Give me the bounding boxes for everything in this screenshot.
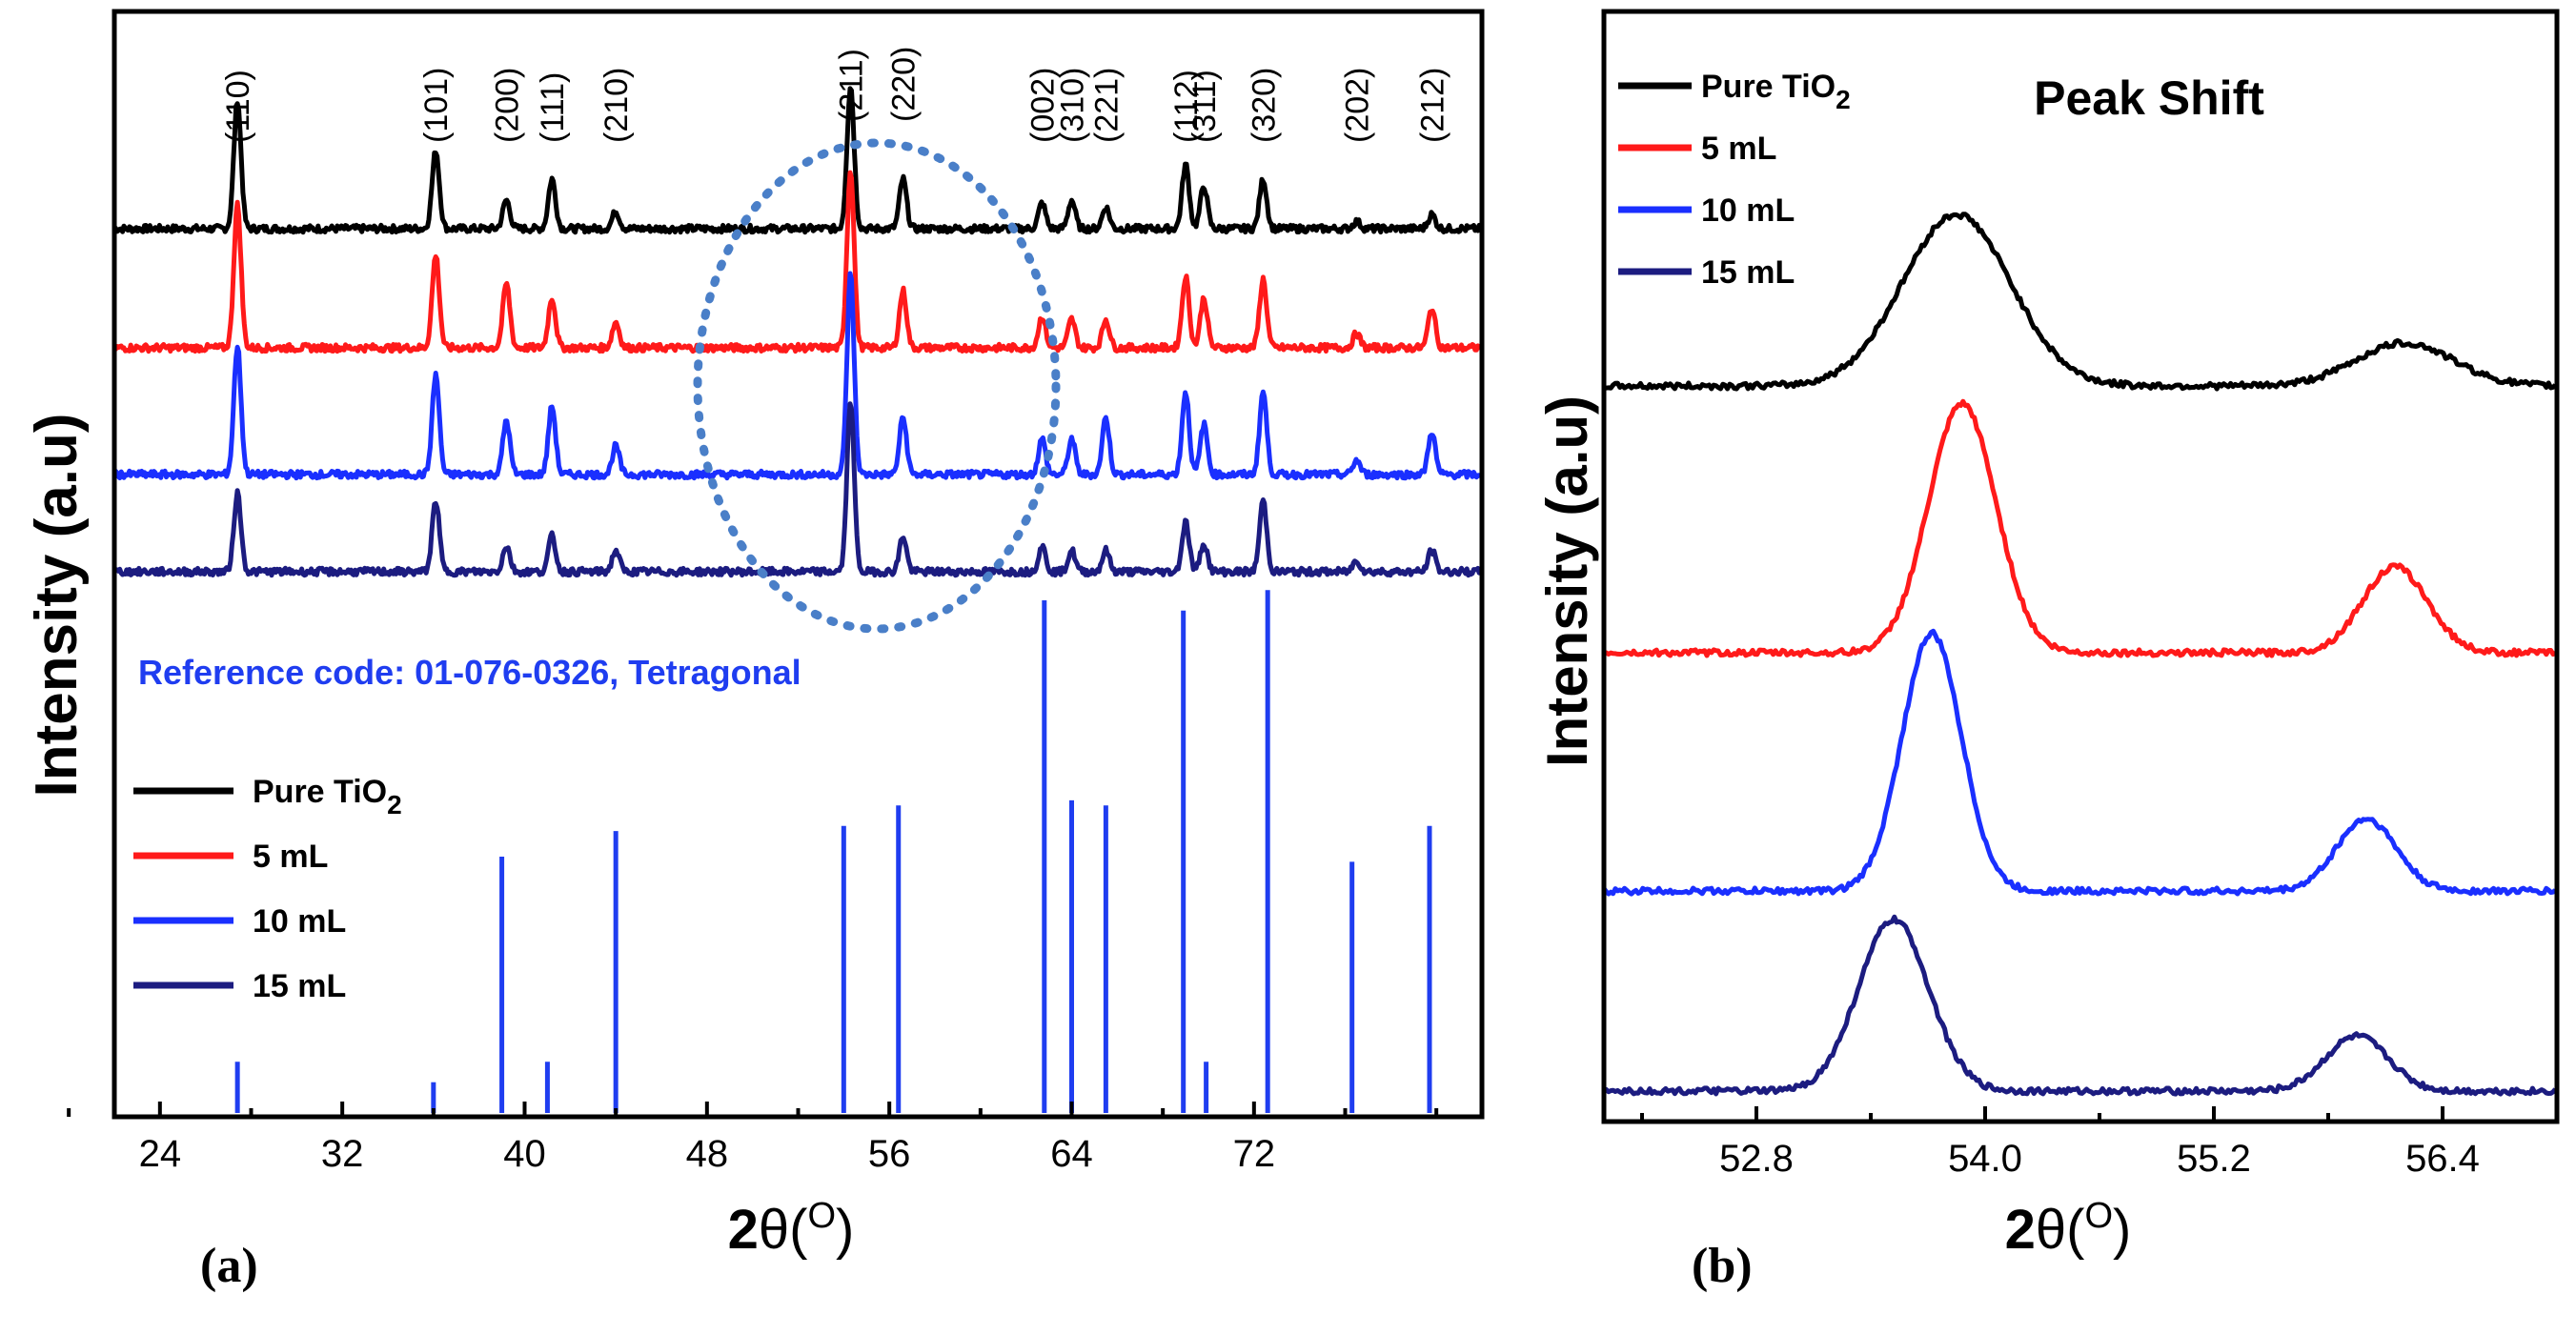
- legend-label: 5 mL: [253, 839, 328, 875]
- panel-a-hkl-labels: (110) (101) (200) (111) (210) (211) (220) (002)…: [220, 47, 1450, 143]
- legend-label: 10 mL: [1701, 192, 1795, 229]
- hkl-label: (211): [834, 49, 870, 122]
- hkl-label: (101): [418, 68, 455, 143]
- legend-label: 10 mL: [253, 903, 346, 940]
- x-tick-label: 72: [1233, 1133, 1276, 1175]
- hkl-label: (220): [886, 47, 923, 122]
- panel-a-x-axis: 24 32 40 48 56 64 72: [67, 1102, 1439, 1175]
- x-tick-label: 56.4: [2405, 1138, 2480, 1180]
- panel-a-legend: Pure TiO2 5 mL 10 mL 15 mL: [133, 774, 402, 1004]
- x-tick-label: 24: [139, 1133, 182, 1175]
- x-tick-label: 40: [503, 1133, 546, 1175]
- hkl-label: (111): [535, 72, 571, 143]
- shift-trace-15-ml: [1602, 914, 2558, 1097]
- shift-trace-10-ml: [1601, 628, 2557, 897]
- panel-a-reference-lines: [234, 590, 1432, 1113]
- panel-b-x-axis-title: 2θ(O): [2005, 1196, 2132, 1261]
- hkl-label: (310): [1055, 68, 1091, 143]
- hkl-label: (311): [1187, 70, 1223, 143]
- legend-label: Pure TiO2: [1701, 69, 1851, 114]
- x-tick-label: 54.0: [1948, 1138, 2022, 1180]
- hkl-label: (212): [1414, 68, 1450, 143]
- hkl-label: (221): [1088, 68, 1125, 143]
- panel-a-frame: [112, 9, 1485, 1120]
- panel-a-traces: [112, 86, 1483, 578]
- legend-label: 15 mL: [1701, 254, 1795, 291]
- panel-a-xrd-pattern: Intensity (a.u) (110) (101) (200) (111) (210…: [24, 9, 1485, 1293]
- legend-label: 15 mL: [253, 968, 346, 1004]
- hkl-label: (200): [489, 68, 525, 143]
- panel-b-legend: Pure TiO2 5 mL 10 mL 15 mL: [1618, 69, 1851, 291]
- panel-b-traces: [1601, 212, 2558, 1097]
- x-tick-label: 52.8: [1719, 1138, 1794, 1180]
- reference-code-text: Reference code: 01-076-0326, Tetragonal: [138, 653, 801, 692]
- panel-b-peak-shift: Intensity (a.u) Peak Shift Pure TiO2 5 mL…: [1535, 9, 2560, 1293]
- x-tick-label: 48: [686, 1133, 729, 1175]
- panel-b-y-axis-title: Intensity (a.u): [1535, 395, 1599, 767]
- highlight-ellipse: [693, 138, 1061, 634]
- trace-pure-tio2: [112, 86, 1483, 235]
- panel-a-x-axis-title: 2θ(O): [728, 1196, 855, 1261]
- shift-trace-pure-tio2: [1603, 212, 2558, 392]
- panel-b-title: Peak Shift: [2034, 71, 2264, 125]
- hkl-label: (320): [1246, 68, 1282, 143]
- panel-a-y-axis-title: Intensity (a.u): [24, 413, 90, 797]
- shift-trace-5-ml: [1603, 398, 2557, 658]
- x-tick-label: 56: [868, 1133, 911, 1175]
- trace-5-ml: [112, 170, 1482, 354]
- panel-b-frame: [1601, 9, 2560, 1124]
- x-tick-label: 64: [1050, 1133, 1093, 1175]
- hkl-label: (110): [220, 70, 256, 143]
- hkl-label: (002): [1024, 68, 1061, 143]
- panel-b-label: (b): [1692, 1239, 1753, 1293]
- panel-a-label: (a): [200, 1239, 258, 1293]
- hkl-label: (202): [1339, 68, 1375, 143]
- hkl-label: (112): [1168, 70, 1205, 143]
- hkl-label: (210): [598, 68, 635, 143]
- trace-10-ml: [112, 271, 1483, 481]
- legend-label: Pure TiO2: [253, 774, 402, 819]
- panel-b-x-axis: 52.8 54.0 55.2 56.4: [1640, 1106, 2480, 1180]
- x-tick-label: 55.2: [2177, 1138, 2251, 1180]
- legend-label: 5 mL: [1701, 131, 1776, 167]
- trace-15-ml: [112, 401, 1483, 578]
- x-tick-label: 32: [321, 1133, 364, 1175]
